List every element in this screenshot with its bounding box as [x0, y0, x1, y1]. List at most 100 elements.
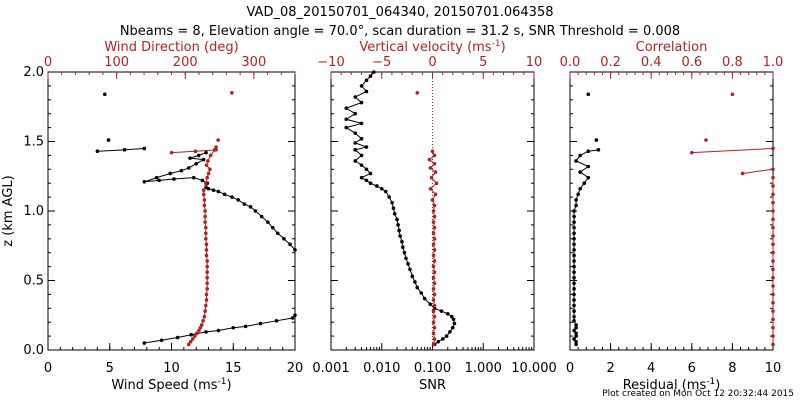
top-axis-label: Wind Direction (deg): [104, 40, 238, 55]
series-point: [359, 84, 364, 88]
series-point: [204, 163, 209, 167]
series-point: [194, 161, 198, 166]
series-point: [432, 161, 437, 166]
series-point: [576, 192, 580, 197]
series-point: [431, 209, 436, 213]
series-point: [771, 342, 775, 347]
series-point: [344, 106, 349, 110]
series-point: [431, 342, 436, 347]
series-point: [771, 242, 775, 247]
series-point: [578, 153, 582, 158]
series-point: [428, 166, 433, 170]
top-tick-label: 0.2: [600, 55, 621, 70]
series-point: [197, 328, 201, 333]
series-point: [431, 320, 436, 325]
x-tick-label: 6: [688, 361, 696, 376]
series-point: [572, 270, 576, 274]
series-point: [572, 242, 576, 247]
series-line: [345, 71, 455, 345]
series-point: [186, 166, 191, 170]
series-point: [364, 167, 369, 172]
series-point: [202, 198, 207, 202]
series-point: [450, 325, 455, 330]
series-point: [204, 150, 208, 155]
series-point: [419, 291, 424, 295]
series-upper-point: [771, 146, 775, 151]
series-point: [195, 331, 199, 336]
chart-title: VAD_08_20150701_064340, 20150701.064358: [247, 5, 554, 20]
series-point: [431, 298, 436, 302]
isolated-point: [704, 138, 708, 142]
series-point: [204, 330, 208, 334]
series-point: [448, 330, 452, 334]
series-point: [368, 74, 373, 78]
top-tick-label: 0: [44, 55, 52, 70]
series-upper-point: [169, 150, 174, 155]
series-point: [364, 178, 369, 183]
series-point: [293, 248, 297, 252]
plot-footer: Plot created on Mon Oct 12 20:32:44 2015: [602, 389, 794, 399]
series-point: [198, 325, 203, 330]
series-point: [771, 325, 775, 330]
series-point: [574, 159, 578, 163]
series-point: [204, 237, 208, 241]
series-point: [142, 341, 147, 345]
series-point: [383, 189, 388, 194]
series-point: [275, 231, 280, 236]
series-point: [432, 292, 437, 297]
series-point: [432, 281, 437, 286]
series-point: [204, 292, 209, 297]
top-tick-label: 0.0: [560, 55, 581, 70]
series-point: [205, 175, 209, 180]
series-point: [175, 335, 180, 340]
series-point: [359, 153, 364, 158]
isolated-point: [415, 91, 420, 95]
series-point: [205, 259, 209, 263]
series-point: [353, 111, 358, 116]
series-point: [449, 314, 454, 319]
series-upper-point: [142, 146, 147, 151]
series-point: [572, 225, 576, 230]
series-point: [402, 250, 407, 255]
series-point: [572, 275, 576, 280]
series-point: [432, 153, 437, 158]
series-point: [431, 242, 436, 247]
series-point: [586, 164, 591, 169]
series-point: [242, 202, 247, 206]
series-point: [199, 323, 204, 327]
series-upper-line: [97, 147, 145, 152]
isolated-point: [230, 91, 234, 95]
series-point: [203, 309, 207, 313]
top-tick-label: 0.6: [681, 55, 702, 70]
series-point: [353, 131, 358, 135]
series-point: [191, 175, 196, 180]
series-point: [202, 203, 207, 208]
top-tick-label: 300: [241, 55, 266, 70]
series-point: [574, 331, 578, 336]
series-point: [572, 337, 576, 341]
plot-frame: [569, 71, 774, 351]
series-point: [431, 264, 436, 269]
series-point: [390, 200, 394, 205]
series-point: [359, 100, 364, 105]
series-point: [771, 334, 775, 338]
series-point: [574, 325, 578, 330]
series-point: [258, 321, 263, 326]
series-point: [211, 188, 216, 192]
series-mid-point: [771, 167, 775, 172]
series-point: [572, 314, 576, 319]
series-point: [391, 206, 396, 211]
series-point: [359, 175, 364, 180]
series-point: [572, 220, 576, 224]
series-point: [431, 275, 436, 280]
x-tick-label: 0.010: [363, 361, 400, 376]
x-tick-label: 10: [765, 361, 782, 376]
x-axis-label: Residual (ms-1): [623, 377, 721, 393]
series-upper-point: [193, 149, 198, 154]
isolated-point: [730, 92, 735, 97]
series-point: [205, 287, 209, 291]
series-point: [368, 181, 373, 185]
series-point: [359, 121, 364, 126]
top-tick-label: 100: [104, 55, 129, 70]
series-point: [572, 237, 576, 241]
